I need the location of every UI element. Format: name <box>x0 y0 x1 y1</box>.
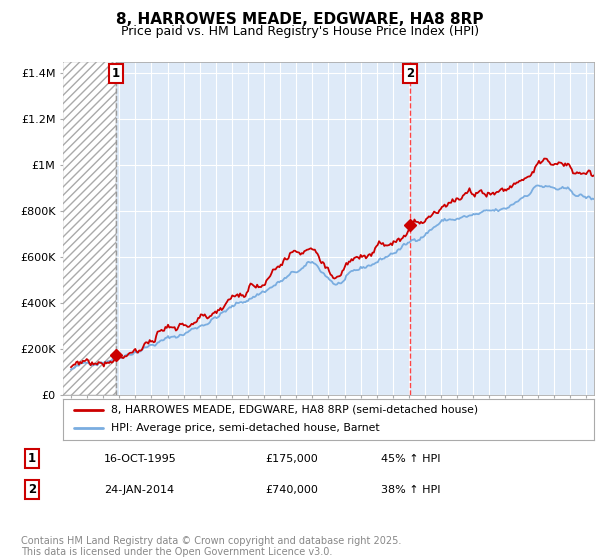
Text: 24-JAN-2014: 24-JAN-2014 <box>104 484 174 494</box>
Text: 8, HARROWES MEADE, EDGWARE, HA8 8RP (semi-detached house): 8, HARROWES MEADE, EDGWARE, HA8 8RP (sem… <box>111 405 478 415</box>
Text: Contains HM Land Registry data © Crown copyright and database right 2025.
This d: Contains HM Land Registry data © Crown c… <box>21 535 401 557</box>
Text: 38% ↑ HPI: 38% ↑ HPI <box>380 484 440 494</box>
Text: 16-OCT-1995: 16-OCT-1995 <box>104 454 177 464</box>
Text: £175,000: £175,000 <box>265 454 318 464</box>
Text: 45% ↑ HPI: 45% ↑ HPI <box>380 454 440 464</box>
Text: HPI: Average price, semi-detached house, Barnet: HPI: Average price, semi-detached house,… <box>111 423 379 433</box>
Text: 1: 1 <box>28 452 36 465</box>
Text: 1: 1 <box>112 67 120 80</box>
Text: 2: 2 <box>406 67 414 80</box>
Bar <box>63 62 116 395</box>
Text: 8, HARROWES MEADE, EDGWARE, HA8 8RP: 8, HARROWES MEADE, EDGWARE, HA8 8RP <box>116 12 484 27</box>
Text: £740,000: £740,000 <box>265 484 319 494</box>
Text: 2: 2 <box>28 483 36 496</box>
Text: Price paid vs. HM Land Registry's House Price Index (HPI): Price paid vs. HM Land Registry's House … <box>121 25 479 38</box>
